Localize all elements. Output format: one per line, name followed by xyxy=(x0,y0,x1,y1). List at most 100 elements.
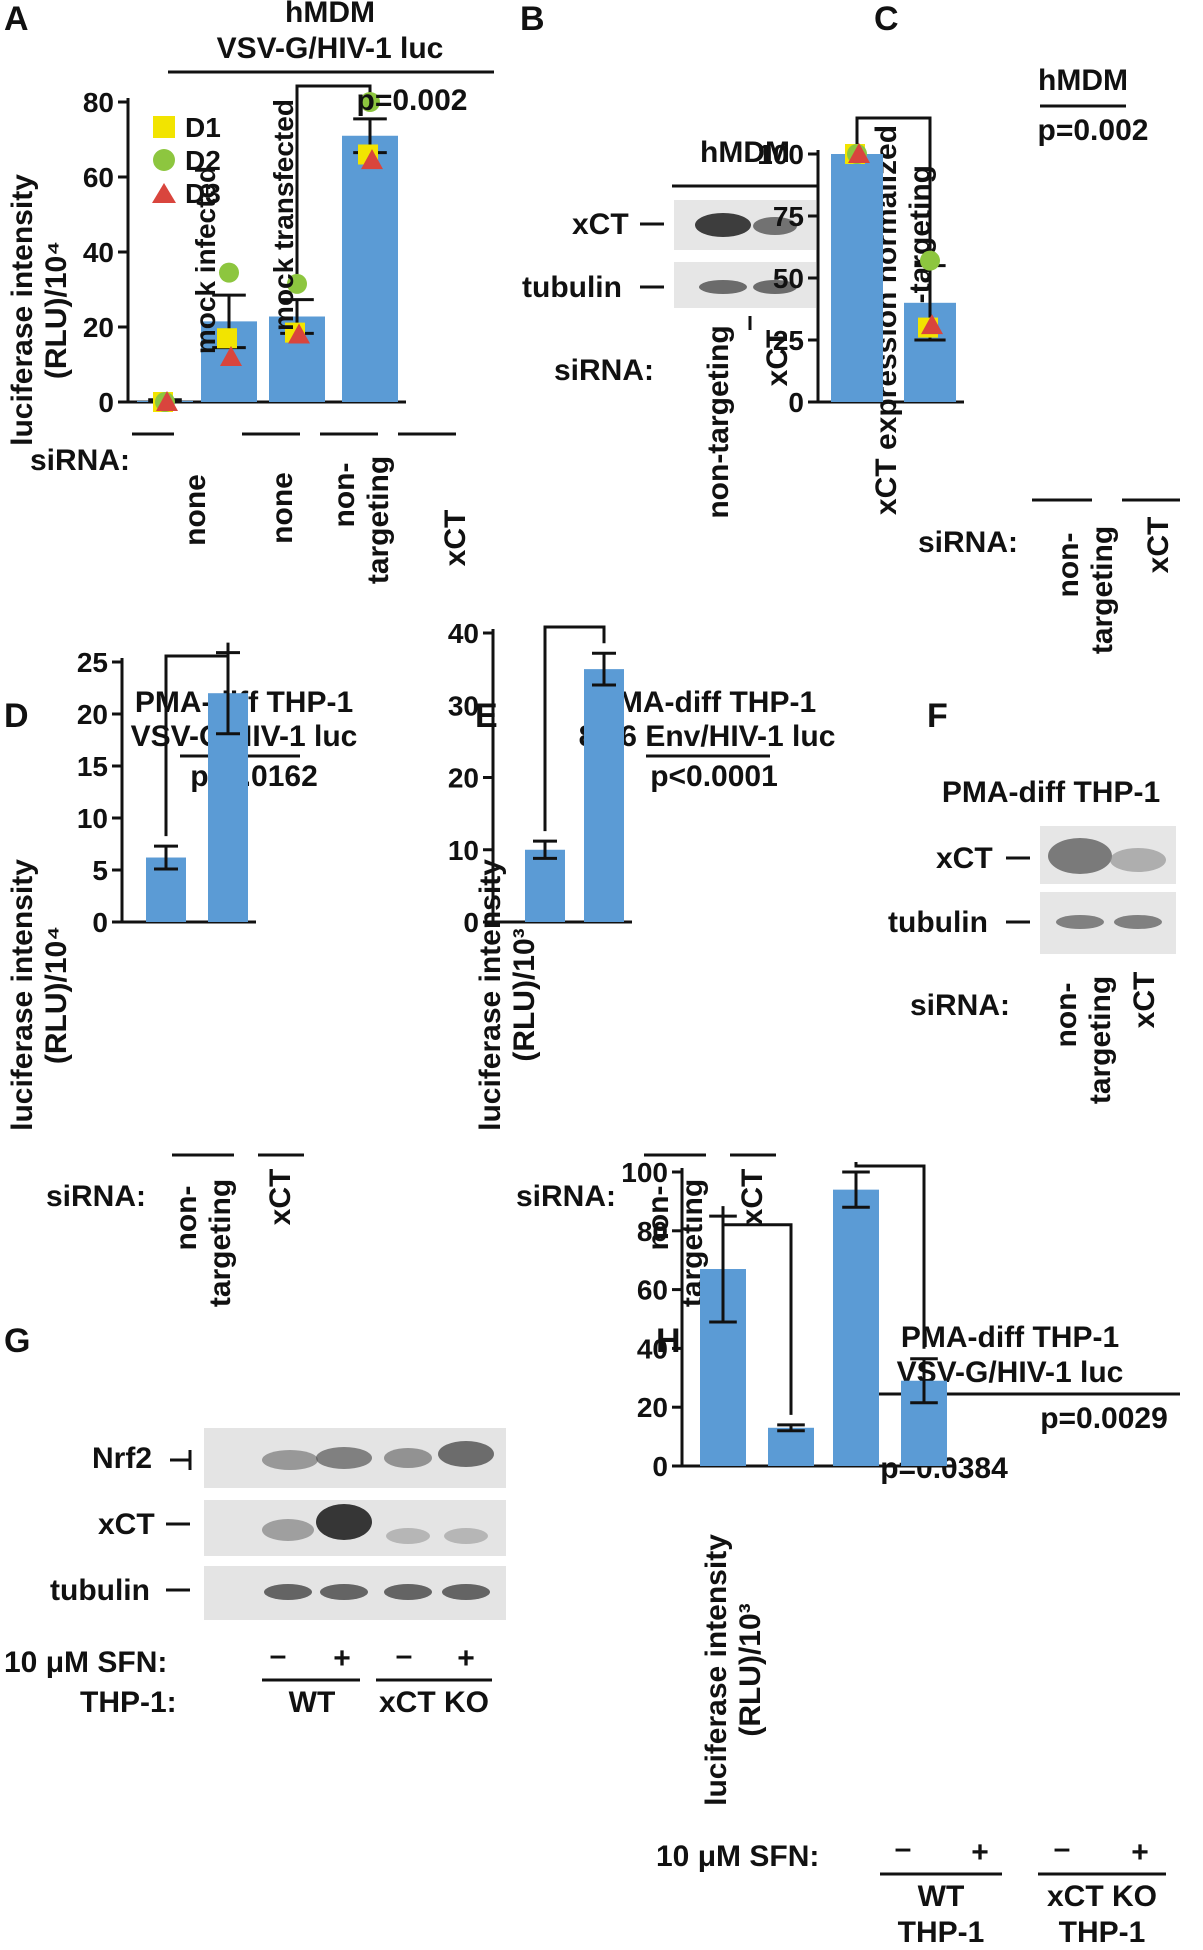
panel-f-band-label-tubulin: tubulin xyxy=(888,906,988,939)
panel-a-category-label-none: none xyxy=(179,474,212,546)
panel-e-bar xyxy=(584,669,624,922)
panel-e-error-bar xyxy=(592,651,616,687)
panel-d-plot: 0 5 10 15 20 25 xyxy=(77,642,256,938)
panel-f: PMA-diff THP-1 xCT tubulin siRNA: non- t… xyxy=(888,776,1176,1104)
panel-g-band-tubulin xyxy=(384,1584,432,1600)
legend-d2-circle-marker xyxy=(153,149,175,171)
panel-c-bar xyxy=(831,154,883,402)
panel-h-y-tick-label: 80 xyxy=(637,1216,668,1247)
panel-g-band-xct xyxy=(316,1504,372,1540)
panel-d-category-label-targeting: targeting xyxy=(204,1179,237,1307)
panel-b-band-tubulin-lane2 xyxy=(753,280,797,294)
panel-d-y-tick-label: 0 xyxy=(92,907,108,938)
panel-c-sirna-label: siRNA: xyxy=(918,526,1018,559)
panel-a-point-d2 xyxy=(219,262,239,283)
legend-d3-label: D3 xyxy=(185,178,221,209)
panel-h-error-bar xyxy=(910,1357,938,1405)
panel-g-sfn-plus: + xyxy=(457,1642,475,1675)
panel-b-band-tubulin-lane1 xyxy=(699,280,747,294)
panel-b-band-xct-lane2 xyxy=(753,217,797,235)
panel-h-sfn-plus: + xyxy=(971,1836,989,1869)
panel-e: PMA-diff THP-1 89.6 Env/HIV-1 luc p<0.00… xyxy=(448,618,836,1307)
panel-d-error-bar xyxy=(154,844,178,871)
panel-g-band-label-tubulin: tubulin xyxy=(50,1574,150,1607)
panel-f-sirna-label: siRNA: xyxy=(910,989,1010,1022)
panel-b-lane-label-xct: xCT xyxy=(761,330,794,387)
panel-h-error-bar xyxy=(777,1423,805,1433)
panel-d-ylabel-unit: (RLU)/10⁴ xyxy=(40,926,73,1064)
panel-h: PMA-diff THP-1 VSV-G/HIV-1 luc p=0.0384 … xyxy=(621,1157,1180,1949)
panel-h-y-tick-label: 0 xyxy=(652,1451,668,1482)
panel-e-category-label-non: non- xyxy=(642,1186,675,1251)
panel-h-ylabel-unit: (RLU)/10³ xyxy=(734,1603,767,1736)
panel-g-band-xct xyxy=(262,1519,314,1541)
panel-c-category-label-xct: xCT xyxy=(1142,517,1175,574)
panel-f-lane-label-xct: xCT xyxy=(1128,972,1161,1029)
panel-h-bar xyxy=(833,1189,879,1466)
panel-b-band-label-tubulin: tubulin xyxy=(522,271,622,304)
legend-d1-square-marker xyxy=(153,116,175,138)
panel-e-error-bar xyxy=(533,839,557,860)
panel-g-band-label-xct: xCT xyxy=(98,1508,155,1541)
panel-g-band-nrf2 xyxy=(316,1447,372,1469)
panel-a-y-tick-label: 0 xyxy=(98,387,114,418)
panel-f-band-label-xct: xCT xyxy=(936,842,993,875)
panel-h-bar xyxy=(768,1427,814,1466)
panel-h-y-tick-label: 60 xyxy=(637,1275,668,1306)
panel-c-significance-bracket xyxy=(855,116,932,256)
panel-e-ylabel: luciferase intensity xyxy=(474,859,507,1131)
panel-letter-h: H xyxy=(656,1322,681,1360)
panel-g-band-tubulin xyxy=(264,1584,312,1600)
panel-a-category-label-xct: xCT xyxy=(439,510,472,567)
panel-g-band-nrf2 xyxy=(384,1448,432,1468)
panel-c-y-tick-label: 50 xyxy=(773,263,804,294)
panel-a-point-d3 xyxy=(288,323,310,344)
panel-d-category-label-non: non- xyxy=(170,1186,203,1251)
panel-h-sfn-minus: – xyxy=(1054,1832,1071,1865)
panel-e-bar xyxy=(525,849,565,922)
panel-e-title: PMA-diff THP-1 xyxy=(598,686,816,719)
legend-d1-label: D1 xyxy=(185,112,221,143)
panel-g-group-xct-ko: xCT KO xyxy=(379,1686,489,1719)
panel-g-thp1-label: THP-1: xyxy=(80,1686,177,1719)
panel-c-y-tick-label: 75 xyxy=(773,201,804,232)
panel-c-plot: 0 25 50 75 100 xyxy=(757,116,964,418)
panel-a-sirna-label: siRNA: xyxy=(30,444,130,477)
panel-d-y-tick-label: 15 xyxy=(77,751,108,782)
panel-e-pvalue: p<0.0001 xyxy=(650,760,778,793)
panel-h-significance-bracket xyxy=(721,1206,793,1415)
panel-a-point-d2 xyxy=(287,273,307,294)
panel-a-category-label-non: non- xyxy=(328,463,361,528)
panel-d-y-tick-label: 5 xyxy=(92,855,108,886)
panel-g-band-xct xyxy=(386,1528,430,1544)
panel-d-significance-bracket xyxy=(164,642,230,837)
panel-g-sfn-minus: – xyxy=(270,1639,287,1672)
panel-letter-c: C xyxy=(874,0,899,38)
panel-h-sfn-plus: + xyxy=(1131,1836,1149,1869)
panel-letter-d: D xyxy=(4,697,29,735)
panel-h-sfn-minus: – xyxy=(895,1832,912,1865)
panel-h-group-xct-ko-thp1: THP-1 xyxy=(1059,1916,1146,1949)
panel-g-band-marker xyxy=(170,1450,192,1470)
panel-c-y-tick-label: 100 xyxy=(757,139,804,170)
panel-e-y-tick-label: 20 xyxy=(448,763,479,794)
panel-c-point-d3 xyxy=(921,314,943,335)
panel-h-group-xct-ko: xCT KO xyxy=(1047,1880,1157,1913)
panel-h-significance-bracket xyxy=(854,1162,926,1349)
panel-e-ylabel-unit: (RLU)/10³ xyxy=(508,928,541,1061)
panel-a-title: hMDM xyxy=(285,0,375,29)
panel-f-band-tubulin-lane2 xyxy=(1114,915,1162,929)
panel-a-bar xyxy=(342,135,398,402)
panel-c-category-label-non: non- xyxy=(1052,533,1085,598)
panel-g: Nrf2 xCT tubulin 10 μM SFN: – + – + THP-… xyxy=(4,1428,506,1719)
panel-g-group-wt: WT xyxy=(289,1686,336,1719)
panel-b-sirna-label: siRNA: xyxy=(554,354,654,387)
panel-b-band-xct-lane1 xyxy=(695,213,751,237)
panel-b: hMDM xCT tubulin siRNA: non-targeting xC… xyxy=(522,136,818,519)
panel-h-plot: 0 20 40 60 80 100 xyxy=(621,1157,955,1482)
panel-f-band-xct-lane2 xyxy=(1110,848,1166,872)
panel-e-y-tick-label: 40 xyxy=(448,618,479,649)
panel-a-category-label-targeting: targeting xyxy=(362,456,395,584)
panel-letter-a: A xyxy=(4,0,29,38)
panel-e-significance-bracket xyxy=(543,625,606,832)
